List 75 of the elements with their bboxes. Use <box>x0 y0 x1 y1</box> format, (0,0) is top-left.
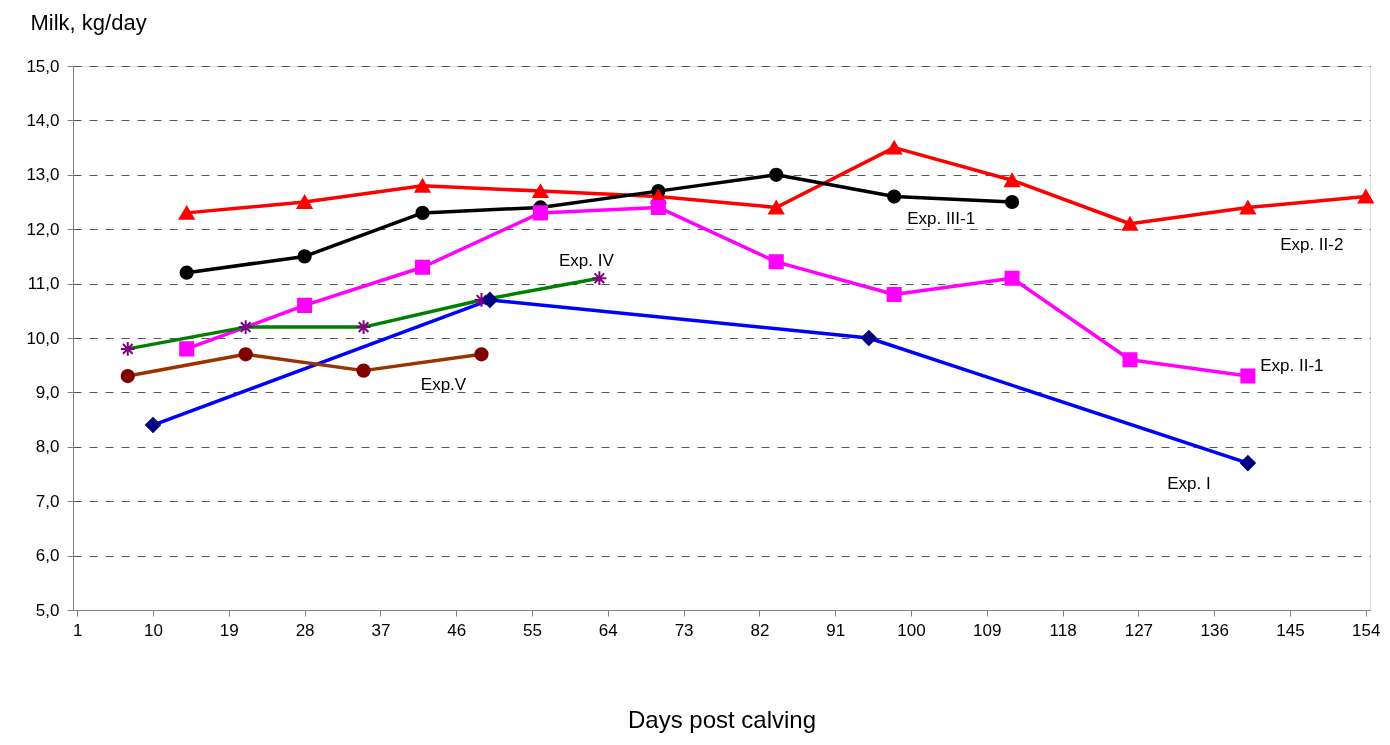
point <box>1004 194 1020 210</box>
point <box>355 319 372 336</box>
y-tick-label: 8,0 <box>35 437 60 457</box>
point <box>119 340 136 357</box>
point <box>414 178 431 193</box>
point <box>887 189 902 204</box>
series-label: Exp. I <box>1167 474 1211 494</box>
series-label: Exp. II-2 <box>1280 234 1344 254</box>
y-tick-label: 15,0 <box>26 56 60 76</box>
point <box>1240 368 1256 384</box>
point <box>482 292 498 308</box>
point <box>237 319 254 336</box>
point <box>650 199 666 215</box>
y-tick-label: 6,0 <box>35 546 60 566</box>
point <box>297 249 312 264</box>
point <box>297 297 313 313</box>
point <box>768 200 785 215</box>
x-tick-label: 28 <box>295 620 315 640</box>
point <box>1004 270 1020 286</box>
point <box>886 286 902 302</box>
x-tick-label: 91 <box>826 620 846 640</box>
y-tick-label: 5,0 <box>35 600 60 620</box>
point <box>145 417 161 433</box>
y-tick-label: 12,0 <box>26 219 60 239</box>
x-tick-label: 109 <box>973 620 1002 640</box>
point <box>296 195 313 209</box>
point <box>1004 173 1020 188</box>
point <box>532 205 548 221</box>
series-label: Exp. IV <box>558 251 615 271</box>
y-axis-title: Milk, kg/day <box>30 9 147 35</box>
x-axis-title: Days post calving <box>627 705 817 733</box>
y-tick-label: 11,0 <box>27 274 60 294</box>
x-tick-label: 1 <box>72 620 83 640</box>
point <box>178 205 195 220</box>
point <box>886 140 903 155</box>
point <box>1239 455 1256 472</box>
point <box>591 270 608 287</box>
x-tick-label: 46 <box>447 620 467 640</box>
x-tick-label: 19 <box>219 620 239 640</box>
point <box>415 205 430 220</box>
point <box>769 167 784 182</box>
series-label: Exp.V <box>420 375 467 395</box>
point <box>415 259 431 275</box>
point <box>532 184 549 199</box>
y-tick-label: 9,0 <box>35 382 60 402</box>
point <box>356 363 371 378</box>
series-label: Exp. II-1 <box>1260 356 1324 376</box>
x-tick-label: 127 <box>1124 620 1154 640</box>
y-tick-label: 13,0 <box>26 165 60 185</box>
x-tick-label: 136 <box>1200 620 1229 640</box>
point <box>768 254 784 270</box>
point <box>120 368 135 384</box>
y-tick-label: 14,0 <box>26 110 60 130</box>
x-tick-label: 10 <box>144 620 163 640</box>
point <box>1122 216 1138 231</box>
y-tick-label: 10,0 <box>26 328 60 348</box>
point <box>179 265 194 280</box>
point <box>474 347 489 362</box>
x-tick-label: 82 <box>750 620 770 640</box>
x-tick-label: 64 <box>598 620 618 640</box>
x-tick-label: 154 <box>1352 620 1381 640</box>
point <box>1357 189 1374 204</box>
point <box>238 347 253 362</box>
point <box>1239 200 1256 215</box>
point <box>179 341 195 357</box>
point <box>860 330 877 346</box>
point <box>1122 352 1138 368</box>
x-tick-label: 55 <box>523 620 542 640</box>
y-tick-label: 7,0 <box>35 491 60 511</box>
series-label: Exp. III-1 <box>907 208 976 228</box>
x-tick-label: 73 <box>674 620 694 640</box>
x-tick-label: 37 <box>371 620 391 640</box>
x-tick-label: 100 <box>897 620 926 640</box>
x-tick-label: 145 <box>1276 620 1305 640</box>
x-tick-label: 118 <box>1049 620 1077 640</box>
